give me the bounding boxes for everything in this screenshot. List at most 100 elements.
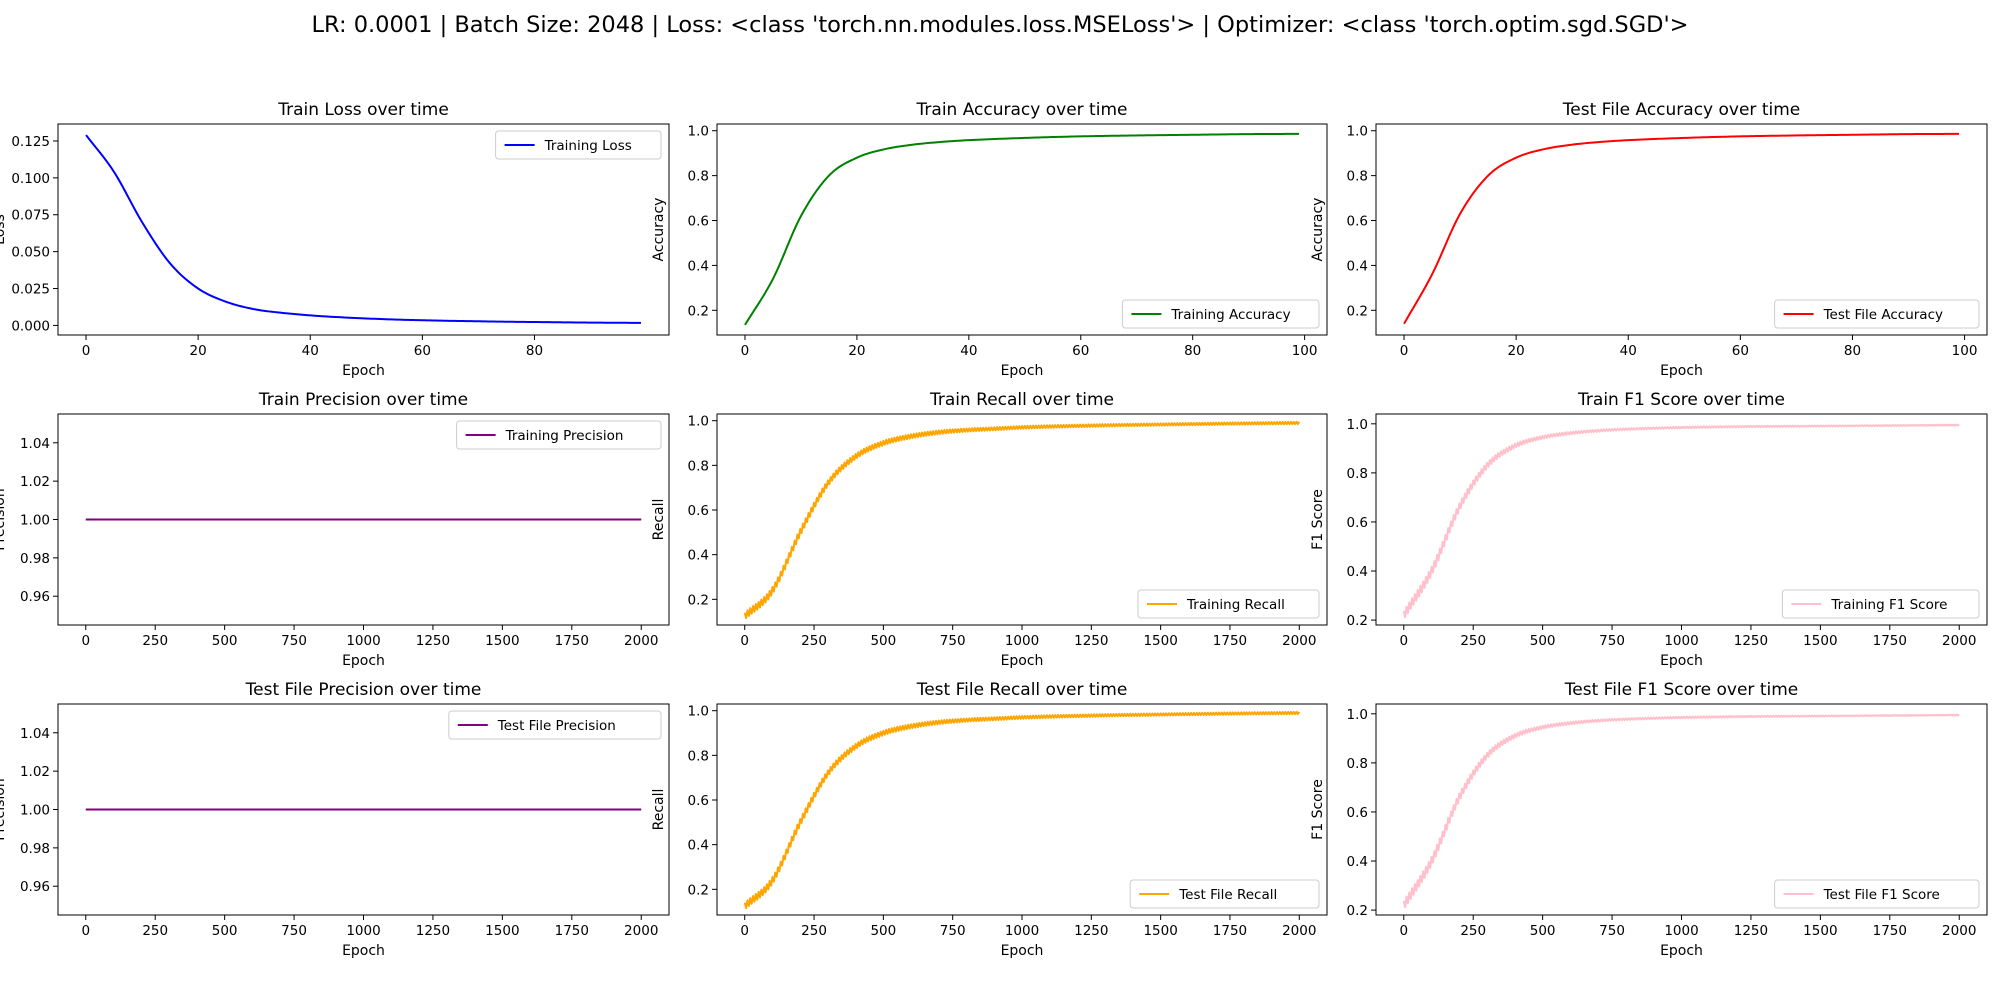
- x-tick-label: 80: [1184, 343, 1201, 359]
- x-tick-label: 1000: [1005, 923, 1039, 939]
- train-f1-score-chart: Train F1 Score over time Epoch F1 Score 0 25…: [1310, 390, 1988, 669]
- x-tick-label: 80: [1844, 343, 1861, 359]
- x-tick-label: 2000: [624, 923, 658, 939]
- y-tick-label: 0.96: [20, 589, 50, 605]
- y-tick-label: 0.050: [11, 245, 50, 261]
- x-tick-label: 250: [1460, 633, 1486, 649]
- x-tick-label: 1500: [1803, 923, 1837, 939]
- y-tick-label: 0.025: [11, 282, 50, 298]
- x-tick-label: 0: [81, 923, 90, 939]
- x-tick-label: 1500: [485, 923, 519, 939]
- chart-title: Test File Accuracy over time: [1562, 100, 1800, 120]
- x-tick-label: 1250: [1074, 923, 1108, 939]
- x-tick-label: 1750: [555, 923, 589, 939]
- x-tick-label: 40: [960, 343, 977, 359]
- legend-box: [1781, 589, 1980, 619]
- train-recall-chart: Train Recall over time Epoch Recall 0 250 500…: [651, 390, 1328, 669]
- legend: Test File Recall: [1129, 879, 1320, 909]
- legend: Training Loss: [495, 130, 662, 160]
- legend-box: [1774, 299, 1980, 329]
- x-tick-label: 1500: [1803, 633, 1837, 649]
- y-tick-label: 0.100: [11, 171, 50, 187]
- y-tick-label: 1.0: [688, 124, 709, 140]
- y-tick-label: 0.000: [11, 318, 50, 334]
- y-tick-label: 0.8: [688, 458, 709, 474]
- legend-box: [1774, 879, 1980, 909]
- y-tick-label: 0.6: [1347, 214, 1368, 230]
- y-tick-label: 0.2: [1347, 613, 1368, 629]
- x-tick-label: 1750: [1213, 633, 1247, 649]
- x-tick-label: 1000: [346, 923, 380, 939]
- x-tick-label: 500: [212, 923, 238, 939]
- legend-box: [456, 420, 662, 450]
- train-accuracy-chart: Train Accuracy over time Epoch Accuracy 0 20…: [651, 100, 1328, 379]
- x-tick-label: 2000: [624, 633, 658, 649]
- x-tick-label: 40: [1620, 343, 1637, 359]
- x-tick-label: 250: [1460, 923, 1486, 939]
- x-tick-label: 20: [848, 343, 865, 359]
- x-tick-label: 2000: [1942, 633, 1976, 649]
- x-tick-label: 0: [1399, 923, 1408, 939]
- x-tick-label: 750: [940, 633, 966, 649]
- x-tick-label: 0: [82, 343, 91, 359]
- test-file-f1-score-chart: Test File F1 Score over time Epoch F1 Scor…: [1310, 680, 1988, 959]
- y-tick-label: 0.2: [1347, 903, 1368, 919]
- legend-box: [448, 710, 662, 740]
- x-tick-label: 500: [870, 923, 896, 939]
- y-tick-label: 1.02: [20, 764, 50, 780]
- y-tick-label: 0.8: [1347, 169, 1368, 185]
- chart-title: Train Accuracy over time: [916, 100, 1128, 120]
- y-tick-label: 0.075: [11, 208, 50, 224]
- x-tick-label: 250: [142, 633, 168, 649]
- x-tick-label: 1250: [416, 633, 450, 649]
- y-tick-label: 0.98: [20, 841, 50, 857]
- legend: Test File Precision: [448, 710, 662, 740]
- chart-title: Train F1 Score over time: [1577, 390, 1785, 410]
- legend-label: Training F1 Score: [1830, 597, 1947, 613]
- x-tick-label: 500: [1530, 633, 1556, 649]
- x-tick-label: 250: [801, 923, 827, 939]
- axes-frame: [1375, 703, 1988, 916]
- x-tick-label: 250: [142, 923, 168, 939]
- x-axis-label: Epoch: [1001, 653, 1044, 669]
- y-tick-label: 1.0: [688, 704, 709, 720]
- chart-title: Test File F1 Score over time: [1564, 680, 1798, 700]
- legend: Training Recall: [1137, 589, 1320, 619]
- y-tick-label: 0.96: [20, 879, 50, 895]
- y-tick-label: 0.4: [688, 258, 709, 274]
- x-tick-label: 2000: [1282, 923, 1316, 939]
- legend-box: [1121, 299, 1320, 329]
- legend: Training Accuracy: [1121, 299, 1320, 329]
- x-tick-label: 1750: [1873, 633, 1907, 649]
- y-tick-label: 0.4: [1347, 564, 1368, 580]
- x-tick-label: 750: [1599, 633, 1625, 649]
- x-tick-label: 750: [1599, 923, 1625, 939]
- x-axis-label: Epoch: [1660, 653, 1703, 669]
- x-tick-label: 1250: [1734, 633, 1768, 649]
- x-tick-label: 1000: [1005, 633, 1039, 649]
- x-tick-label: 250: [801, 633, 827, 649]
- x-tick-label: 80: [526, 343, 543, 359]
- y-tick-label: 0.4: [688, 548, 709, 564]
- series-line-test-file-accuracy: [1403, 132, 1959, 325]
- y-tick-label: 0.4: [688, 838, 709, 854]
- x-tick-label: 1500: [1143, 633, 1177, 649]
- legend-box: [495, 130, 662, 160]
- x-axis-label: Epoch: [1660, 943, 1703, 959]
- train-precision-chart: Train Precision over time Epoch Precision 0…: [0, 390, 670, 669]
- x-tick-label: 1250: [416, 923, 450, 939]
- y-tick-label: 1.0: [1347, 707, 1368, 723]
- legend-label: Training Precision: [505, 428, 624, 444]
- train-loss-chart: Train Loss over time Epoch Loss 0 20 40 60 80 0.…: [0, 100, 670, 379]
- y-tick-label: 1.02: [20, 474, 50, 490]
- chart-title: Test File Recall over time: [916, 680, 1128, 700]
- axes-frame: [1375, 413, 1988, 626]
- x-tick-label: 60: [1732, 343, 1749, 359]
- y-tick-label: 0.6: [688, 503, 709, 519]
- y-tick-label: 0.2: [688, 592, 709, 608]
- x-tick-label: 0: [1399, 633, 1408, 649]
- y-tick-label: 0.4: [1347, 854, 1368, 870]
- y-axis-label: Accuracy: [651, 198, 667, 262]
- x-tick-label: 1000: [346, 633, 380, 649]
- y-tick-label: 0.8: [688, 748, 709, 764]
